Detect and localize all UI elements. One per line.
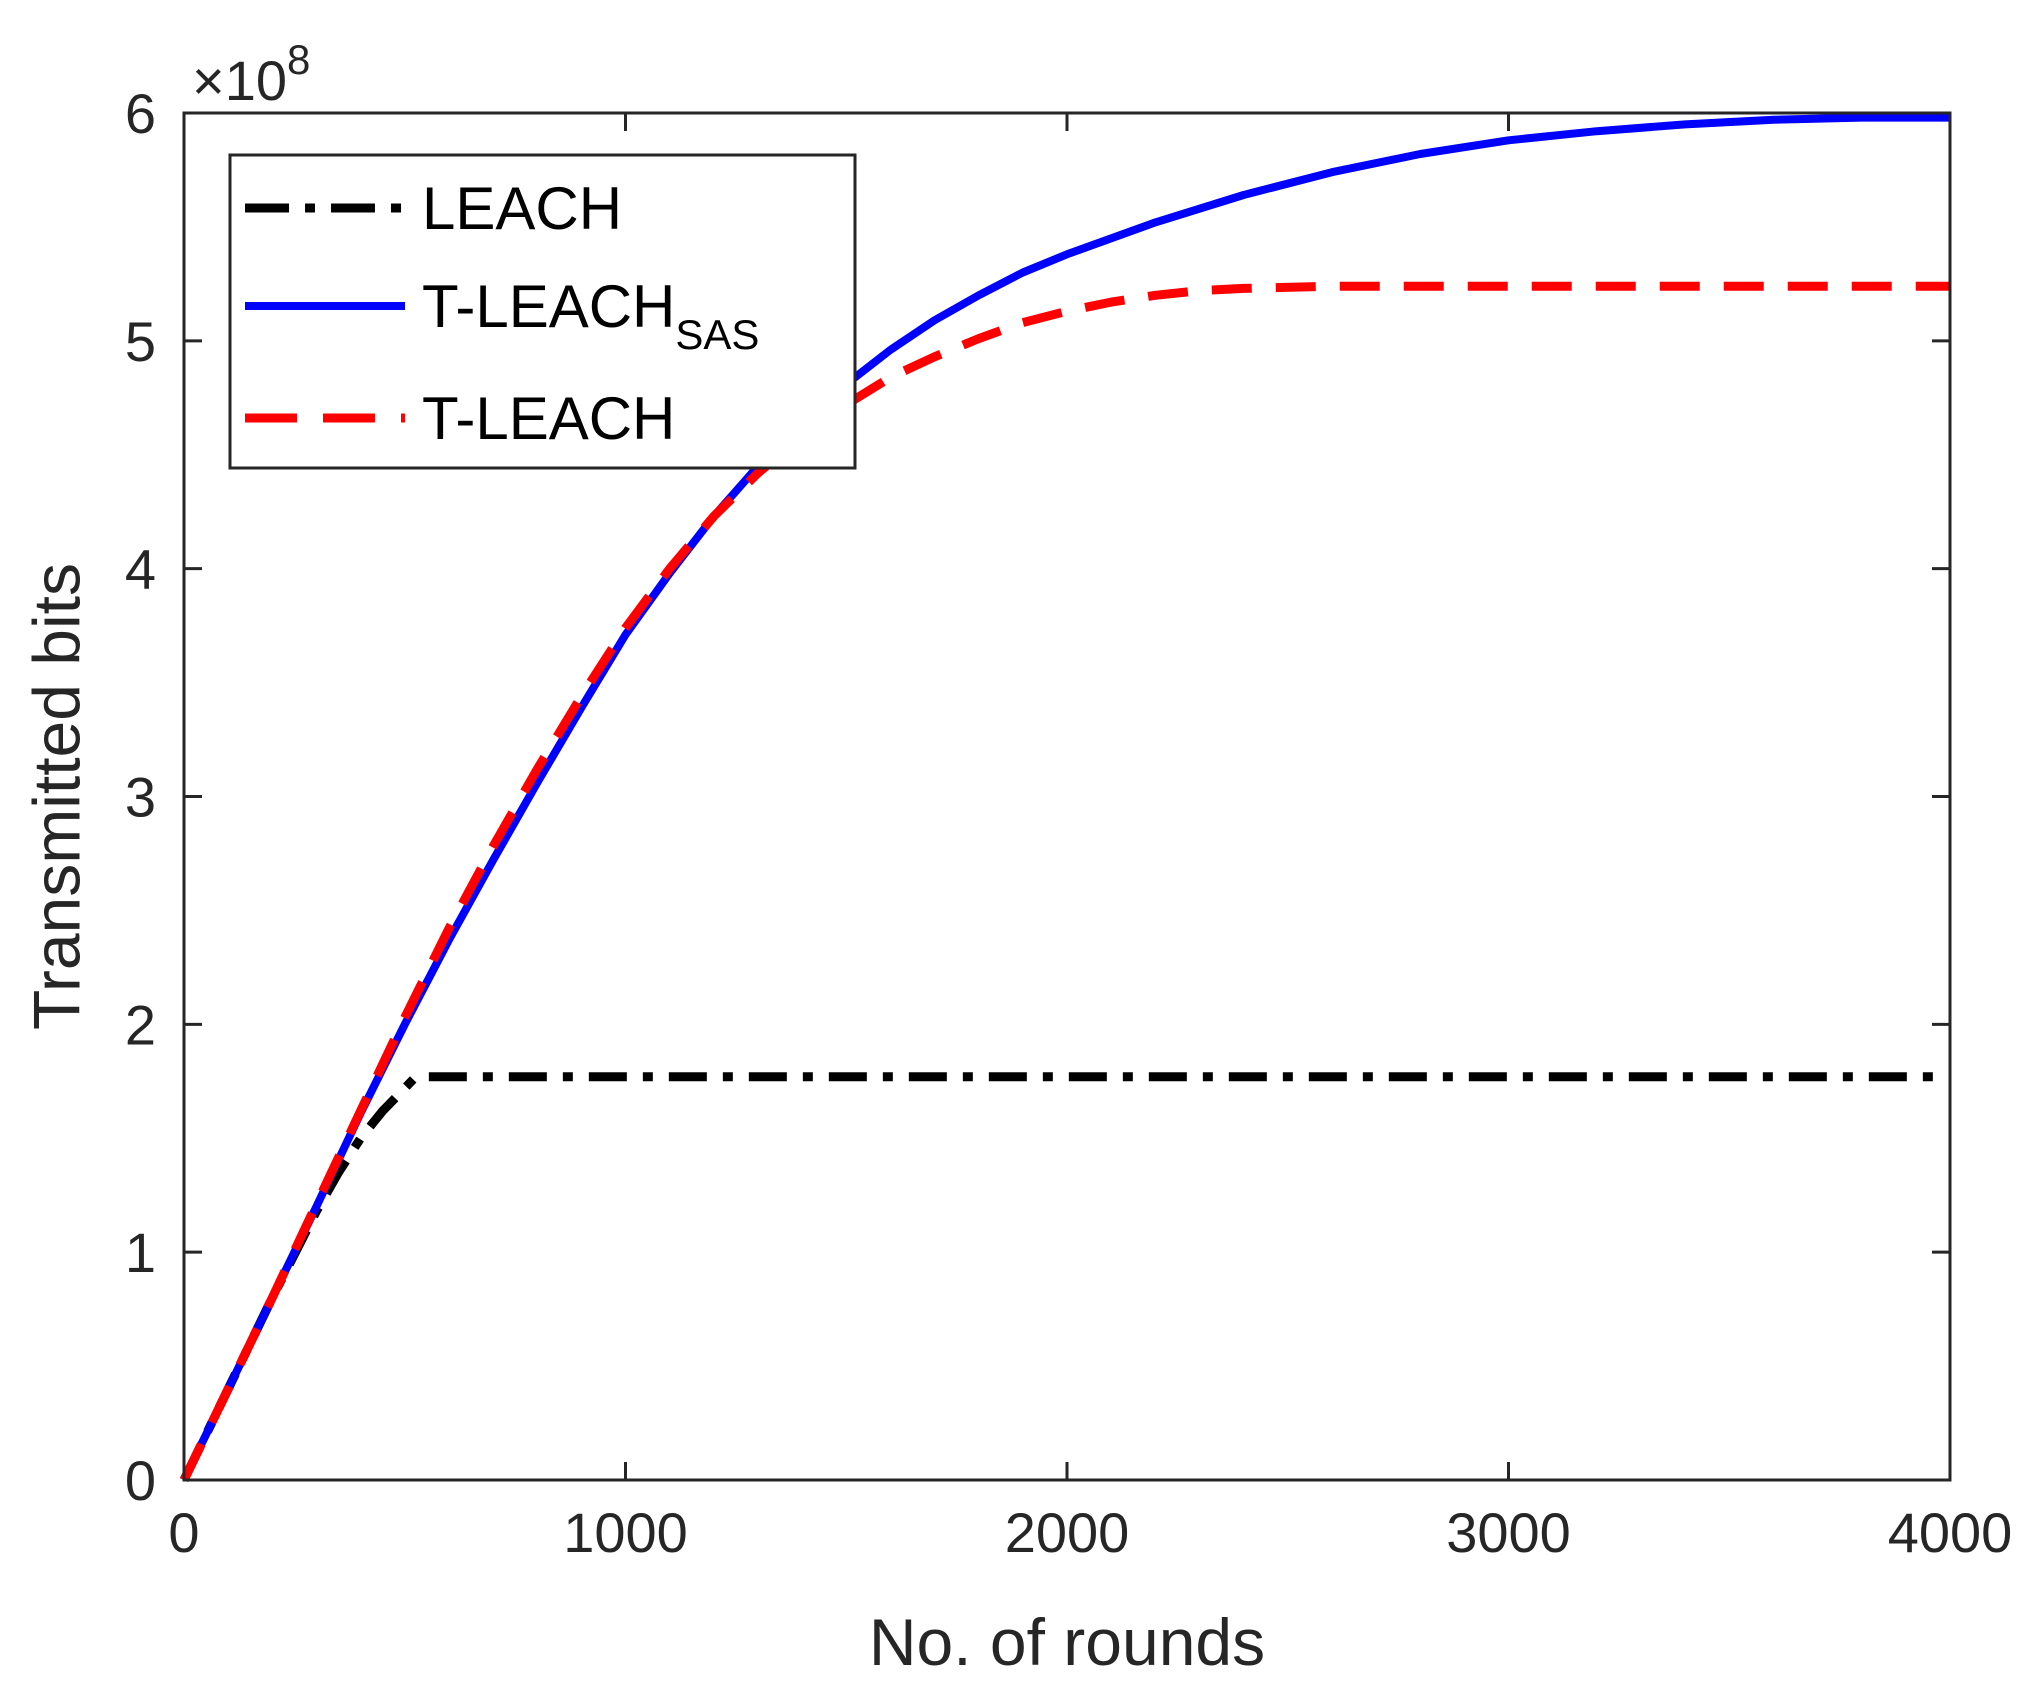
exponent-multiplier: ×: [192, 49, 225, 112]
exponent-power: 8: [287, 36, 310, 83]
y-tick-label: 6: [125, 82, 156, 145]
y-tick-label: 3: [125, 766, 156, 829]
x-tick-label: 3000: [1446, 1501, 1571, 1564]
y-tick-label: 5: [125, 310, 156, 373]
x-axis-label: No. of rounds: [869, 1605, 1265, 1679]
y-tick-label: 1: [125, 1221, 156, 1284]
y-tick-label: 0: [125, 1449, 156, 1512]
x-tick-label: 0: [168, 1501, 199, 1564]
y-tick-label: 2: [125, 993, 156, 1056]
svg-text:×108: ×108: [192, 36, 310, 112]
exponent-base: 10: [225, 49, 287, 112]
x-tick-label: 4000: [1888, 1501, 2013, 1564]
legend-label: T-LEACH: [422, 385, 675, 452]
y-exponent-label: ×108: [192, 36, 310, 112]
x-tick-label: 2000: [1005, 1501, 1130, 1564]
y-tick-label: 4: [125, 538, 156, 601]
tick-layer: 0 1000 2000 3000 4000 0 1 2 3 4 5 6: [125, 82, 2012, 1564]
legend-label: LEACH: [422, 175, 622, 242]
legend-label-subscript: SAS: [675, 311, 759, 358]
x-tick-label: 1000: [563, 1501, 688, 1564]
y-axis-label: Transmitted bits: [19, 563, 93, 1030]
